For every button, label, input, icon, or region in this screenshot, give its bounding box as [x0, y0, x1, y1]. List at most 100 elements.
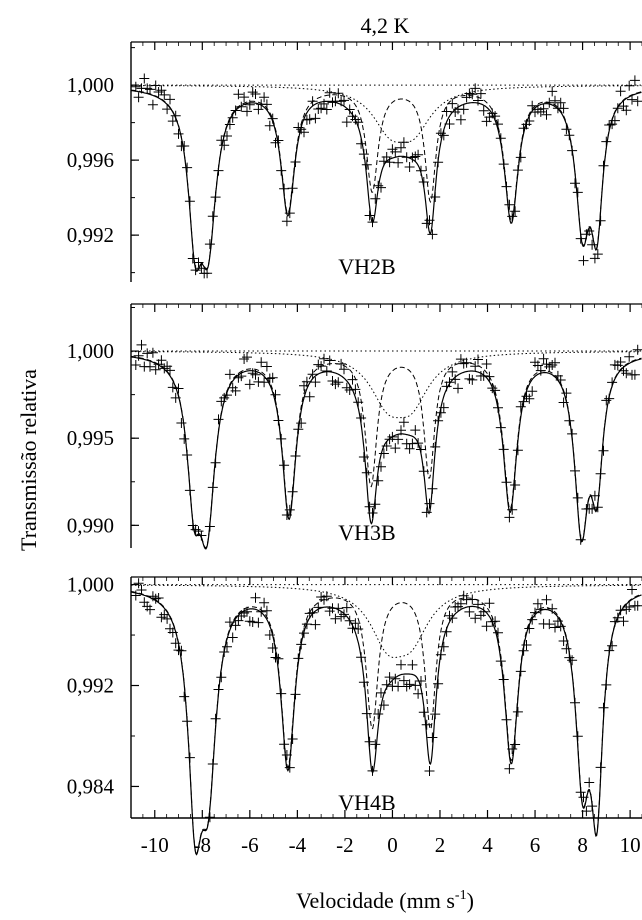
data-point [276, 688, 287, 699]
data-point [193, 257, 204, 268]
data-point [478, 370, 489, 381]
data-point [552, 370, 563, 381]
data-point [336, 611, 347, 622]
figure-title: 4,2 K [361, 13, 410, 38]
data-point [555, 97, 566, 108]
data-point [481, 116, 492, 127]
data-point [290, 451, 301, 461]
data-point [150, 593, 161, 604]
data-point [587, 239, 598, 250]
data-point [187, 520, 198, 531]
data-point [293, 653, 304, 664]
data-point [162, 104, 173, 115]
data-point [450, 374, 461, 385]
data-point [284, 208, 295, 219]
data-point [321, 366, 332, 376]
data-point [495, 133, 506, 144]
data-point [341, 382, 352, 393]
data-point [182, 162, 193, 173]
data-point [250, 369, 261, 380]
data-point [615, 605, 626, 616]
sample-label: VH4B [338, 790, 395, 815]
data-point [202, 268, 213, 279]
data-point [501, 181, 512, 192]
data-point [564, 652, 575, 663]
x-axis-label: Velocidade (mm s-1) [296, 888, 474, 913]
data-point [632, 96, 642, 107]
data-point [607, 640, 618, 651]
x-tick-label: -10 [141, 833, 169, 857]
data-point [156, 355, 167, 366]
data-point [313, 359, 324, 370]
data-point [430, 192, 441, 202]
data-point [179, 433, 190, 444]
data-point [575, 233, 586, 244]
data-point [624, 80, 635, 91]
data-point [384, 434, 395, 445]
data-point [310, 619, 321, 630]
data-point [507, 504, 518, 515]
data-point [550, 622, 560, 633]
data-point [530, 607, 540, 618]
y-tick-label: 1,000 [67, 573, 114, 597]
data-point [304, 391, 315, 402]
data-point [261, 361, 272, 372]
data-point [204, 521, 215, 532]
data-point [604, 645, 615, 656]
data-point [356, 652, 367, 663]
data-point [224, 617, 235, 628]
data-point [575, 534, 586, 545]
data-point [438, 402, 449, 413]
data-point [239, 354, 250, 364]
data-point [341, 117, 352, 128]
data-point [270, 652, 281, 663]
data-point [490, 385, 501, 396]
data-point [558, 636, 569, 646]
data-point [524, 116, 535, 126]
data-point [424, 215, 435, 226]
data-point [364, 210, 375, 221]
data-point [393, 157, 404, 168]
data-point [367, 508, 378, 518]
data-point [550, 357, 560, 368]
data-point [621, 604, 632, 615]
data-point [624, 351, 635, 362]
data-point [373, 709, 384, 719]
sample-label: VH3B [338, 520, 395, 545]
data-point [441, 626, 452, 637]
data-point [184, 196, 195, 207]
data-point [361, 159, 372, 170]
data-point [441, 106, 452, 117]
data-point [261, 99, 272, 110]
doublet-component [131, 85, 642, 143]
x-tick-label: 6 [530, 833, 541, 857]
data-point [242, 352, 252, 363]
data-point [250, 89, 261, 99]
data-point [535, 365, 546, 376]
data-point [478, 105, 489, 116]
doublet-component [131, 351, 642, 419]
data-point [464, 373, 475, 384]
data-point [564, 415, 575, 426]
data-point [410, 680, 421, 691]
data-point [216, 672, 227, 683]
data-point [467, 374, 478, 385]
data-point [433, 415, 444, 426]
data-point [398, 137, 409, 148]
data-point [170, 392, 181, 403]
data-point [165, 365, 175, 376]
data-point [484, 598, 495, 609]
data-point [307, 607, 318, 618]
data-point [230, 620, 241, 631]
y-tick-label: 0,984 [67, 774, 115, 798]
data-point [547, 603, 558, 614]
data-point [347, 374, 358, 385]
data-point [558, 397, 569, 408]
data-point [290, 689, 301, 700]
data-point [344, 385, 355, 395]
data-point [264, 630, 275, 640]
data-point [564, 130, 575, 141]
y-tick-label: 0,992 [67, 223, 114, 247]
data-point [615, 86, 626, 97]
sextet-component [130, 89, 642, 271]
